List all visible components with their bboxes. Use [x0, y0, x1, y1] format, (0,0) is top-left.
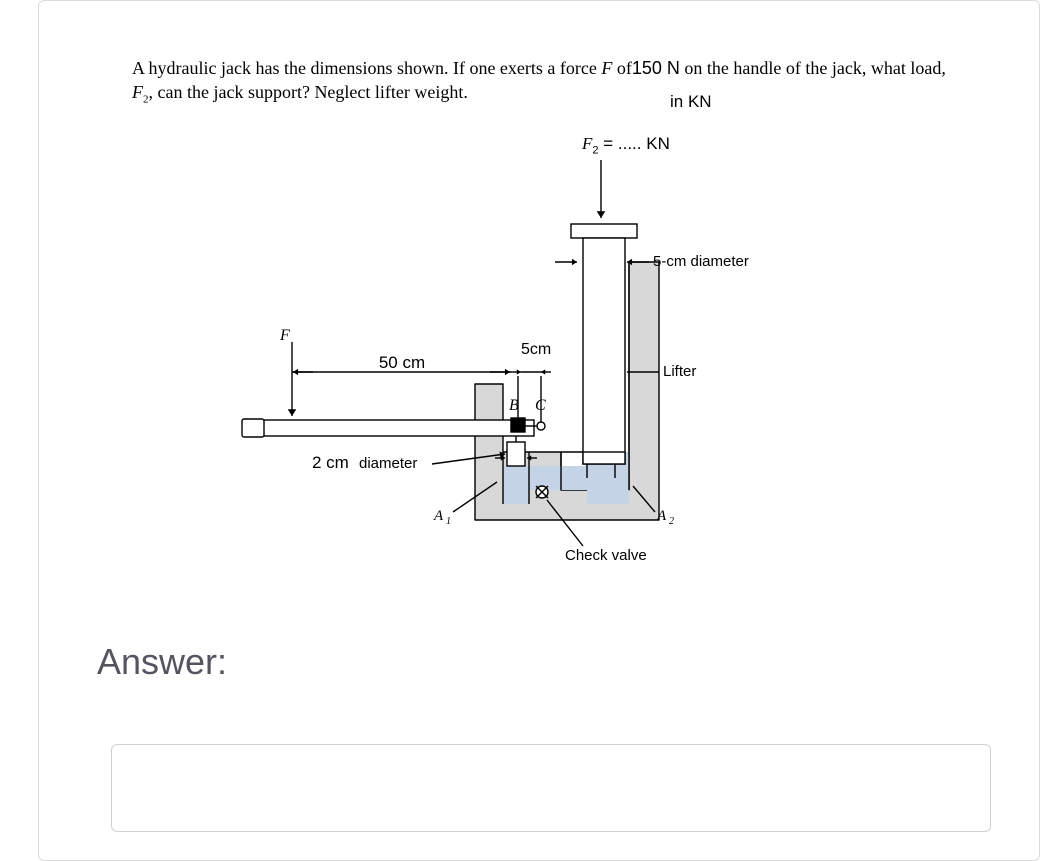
figure-area: A hydraulic jack has the dimensions show…: [97, 34, 983, 570]
svg-text:B: B: [509, 397, 519, 414]
svg-text:5-cm diameter: 5-cm diameter: [653, 253, 749, 270]
svg-text:diameter: diameter: [359, 455, 417, 472]
svg-text:2: 2: [669, 516, 674, 527]
svg-text:C: C: [535, 397, 546, 414]
svg-text:1: 1: [446, 516, 451, 527]
svg-text:Lifter: Lifter: [663, 363, 696, 380]
svg-text:5cm: 5cm: [521, 341, 551, 358]
svg-text:Check valve: Check valve: [565, 547, 647, 564]
svg-text:A: A: [656, 508, 667, 524]
question-card: A hydraulic jack has the dimensions show…: [38, 0, 1040, 861]
hydraulic-jack-diagram: F50 cm5cmBC2 cmdiameterA1A2Check valve5-…: [97, 34, 983, 570]
svg-text:2 cm: 2 cm: [312, 453, 349, 472]
svg-text:F: F: [279, 327, 290, 344]
svg-text:50 cm: 50 cm: [379, 353, 425, 372]
svg-text:A: A: [433, 508, 444, 524]
answer-heading: Answer:: [97, 641, 227, 683]
answer-input[interactable]: [111, 744, 991, 832]
